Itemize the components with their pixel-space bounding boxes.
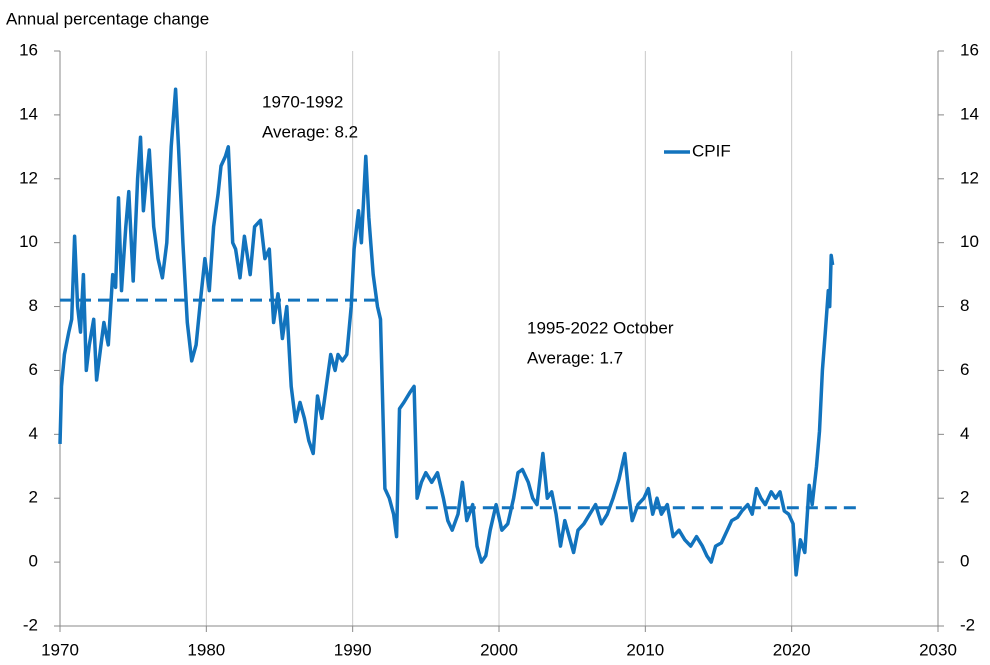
x-tick-label: 1970 — [41, 640, 79, 659]
series-line — [58, 87, 835, 577]
y-tick-label: 16 — [19, 40, 38, 59]
y2-tick-label: 2 — [960, 488, 969, 507]
annotation: 1995-2022 October — [527, 318, 674, 337]
y-tick-label: 6 — [29, 360, 38, 379]
y-tick-label: -2 — [23, 615, 38, 634]
y2-tick-label: 0 — [960, 552, 969, 571]
x-tick-label: 2030 — [919, 640, 957, 659]
x-tick-label: 2020 — [773, 640, 811, 659]
y-tick-label: 12 — [19, 168, 38, 187]
y-tick-label: 4 — [29, 424, 38, 443]
y2-tick-label: -2 — [960, 615, 975, 634]
y2-tick-label: 14 — [960, 104, 979, 123]
y-tick-label: 10 — [19, 232, 38, 251]
axis-title: Annual percentage change — [6, 9, 209, 28]
y2-tick-label: 4 — [960, 424, 969, 443]
x-tick-label: 2000 — [480, 640, 518, 659]
y2-tick-label: 12 — [960, 168, 979, 187]
x-tick-label: 1980 — [187, 640, 225, 659]
y2-tick-label: 6 — [960, 360, 969, 379]
y2-tick-label: 8 — [960, 296, 969, 315]
annotation: 1970-1992 — [262, 92, 343, 111]
y-tick-label: 14 — [19, 104, 38, 123]
y2-tick-label: 10 — [960, 232, 979, 251]
x-tick-label: 1990 — [334, 640, 372, 659]
annotation: Average: 1.7 — [527, 348, 623, 367]
x-tick-label: 2010 — [626, 640, 664, 659]
legend-label: CPIF — [692, 141, 731, 160]
annotation: Average: 8.2 — [262, 122, 358, 141]
y2-tick-label: 16 — [960, 40, 979, 59]
y-tick-label: 2 — [29, 488, 38, 507]
y-tick-label: 8 — [29, 296, 38, 315]
y-tick-label: 0 — [29, 552, 38, 571]
